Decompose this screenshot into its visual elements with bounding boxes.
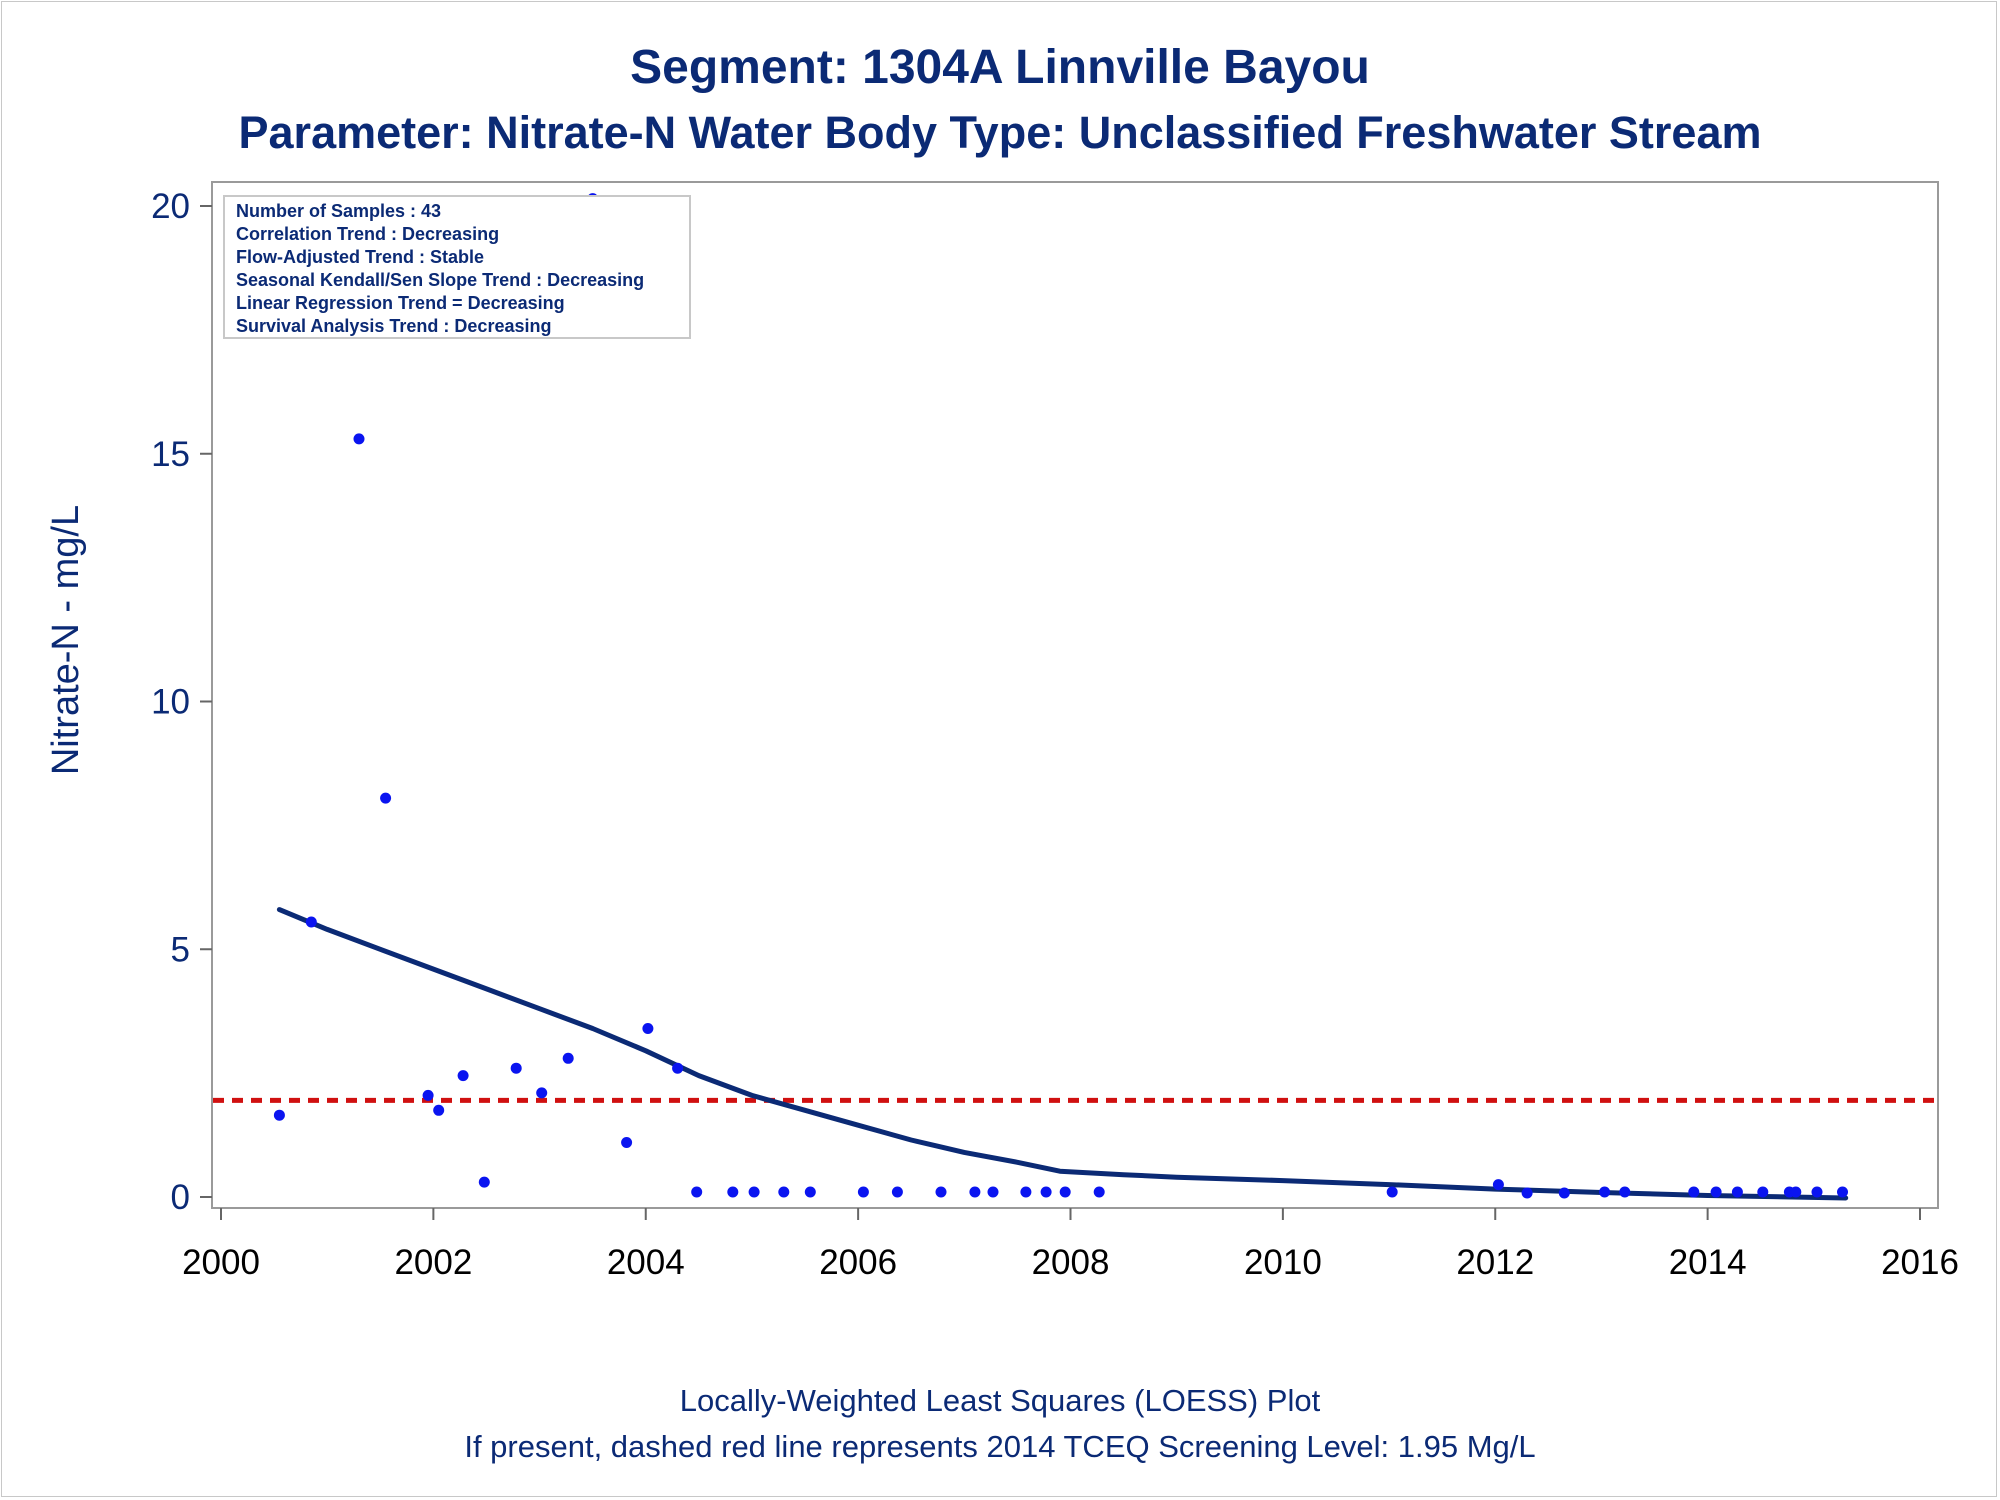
footnote-loess: Locally-Weighted Least Squares (LOESS) P… xyxy=(680,1383,1321,1418)
x-tick-label: 2016 xyxy=(1881,1243,1959,1282)
footnote-screening: If present, dashed red line represents 2… xyxy=(464,1429,1535,1464)
sample-point xyxy=(1521,1187,1533,1199)
chart-subtitle: Parameter: Nitrate-N Water Body Type: Un… xyxy=(239,107,1762,158)
sample-point xyxy=(621,1137,633,1148)
stats-line-flow-adjusted: Flow-Adjusted Trend : Stable xyxy=(236,247,484,267)
sample-point xyxy=(536,1087,548,1099)
stats-line-seasonal-kendall: Seasonal Kendall/Sen Slope Trend : Decre… xyxy=(236,270,644,290)
plot-area xyxy=(211,181,1939,1209)
sample-point xyxy=(1093,1186,1105,1198)
x-tick-label: 2012 xyxy=(1456,1243,1534,1282)
y-axis: 0 5 10 15 20 xyxy=(151,187,212,1217)
sample-point xyxy=(891,1186,903,1198)
x-tick-label: 2008 xyxy=(1032,1243,1110,1282)
sample-point xyxy=(1040,1186,1052,1198)
sample-point xyxy=(727,1186,739,1198)
sample-point xyxy=(1688,1186,1700,1198)
sample-point xyxy=(380,792,392,804)
stats-line-samples: Number of Samples : 43 xyxy=(236,201,441,221)
y-tick-label: 0 xyxy=(171,1178,190,1217)
stats-box-border xyxy=(223,195,691,339)
sample-point xyxy=(1811,1186,1823,1198)
y-tick-label: 20 xyxy=(151,187,190,226)
sample-point xyxy=(510,1062,522,1074)
y-tick-label: 10 xyxy=(151,683,190,722)
sample-point xyxy=(1731,1186,1743,1198)
chart-title: Segment: 1304A Linnville Bayou xyxy=(630,41,1370,94)
y-tick-label: 5 xyxy=(171,930,190,969)
sample-point xyxy=(1492,1179,1504,1191)
loess-curve xyxy=(276,907,1849,1201)
stats-line-linear-regression: Linear Regression Trend = Decreasing xyxy=(236,293,565,313)
sample-point xyxy=(1386,1186,1398,1198)
sample-point xyxy=(969,1186,981,1198)
sample-point xyxy=(1558,1187,1570,1199)
sample-point xyxy=(1790,1186,1802,1198)
x-tick-label: 2014 xyxy=(1669,1243,1747,1282)
sample-point xyxy=(672,1062,684,1074)
sample-point xyxy=(1710,1186,1722,1198)
sample-point xyxy=(273,1109,285,1121)
x-tick-label: 2002 xyxy=(394,1243,472,1282)
sample-point xyxy=(748,1186,760,1198)
x-tick-label: 2000 xyxy=(182,1243,260,1282)
sample-point xyxy=(804,1186,816,1198)
sample-point xyxy=(1020,1186,1032,1198)
x-tick-label: 2004 xyxy=(607,1243,685,1282)
sample-point xyxy=(1619,1186,1631,1198)
sample-point xyxy=(353,433,365,445)
x-axis: 2000 2002 2004 2006 2008 2010 2012 2014 2016 xyxy=(182,1208,1959,1282)
sample-point xyxy=(857,1186,869,1198)
sample-point xyxy=(1059,1186,1071,1198)
sample-point xyxy=(1837,1186,1848,1198)
sample-point xyxy=(691,1186,703,1198)
sample-point xyxy=(987,1186,999,1198)
sample-point xyxy=(478,1176,490,1188)
sample-point xyxy=(935,1186,947,1198)
stats-line-survival: Survival Analysis Trend : Decreasing xyxy=(236,316,551,336)
sample-points xyxy=(273,193,1848,1199)
sample-point xyxy=(778,1186,790,1198)
sample-point xyxy=(305,916,317,928)
stats-line-correlation: Correlation Trend : Decreasing xyxy=(236,224,499,244)
x-tick-label: 2006 xyxy=(819,1243,897,1282)
sample-point xyxy=(457,1070,469,1082)
y-tick-label: 15 xyxy=(151,435,190,474)
y-axis-label: Nitrate-N - mg/L xyxy=(45,505,87,775)
sample-point xyxy=(433,1104,445,1116)
sample-point xyxy=(422,1089,434,1101)
stats-box: Number of Samples : 43 Correlation Trend… xyxy=(223,195,691,339)
sample-point xyxy=(1757,1186,1769,1198)
sample-point xyxy=(642,1023,654,1034)
sample-point xyxy=(1599,1186,1611,1198)
x-tick-label: 2010 xyxy=(1244,1243,1322,1282)
sample-point xyxy=(562,1052,574,1064)
